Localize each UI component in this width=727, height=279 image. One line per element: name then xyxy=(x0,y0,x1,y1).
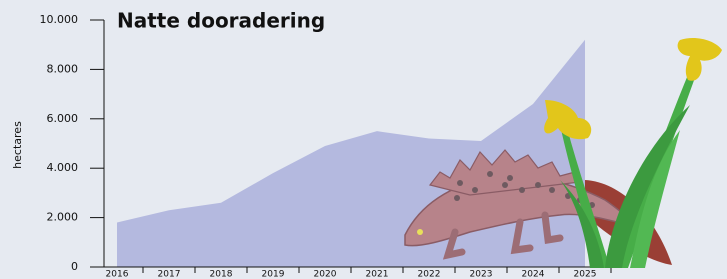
y-tick-label: 4.000 xyxy=(47,161,79,174)
x-tick-label: 2017 xyxy=(158,270,181,279)
chart: Natte dooradering hectares 0 2.000 4.000 6.… xyxy=(0,0,727,279)
y-tick-label: 2.000 xyxy=(47,211,79,224)
chart-title: Natte dooradering xyxy=(117,9,325,33)
x-tick-label: 2016 xyxy=(106,270,129,279)
x-tick-label: 2025 xyxy=(574,270,597,279)
x-tick-label: 2020 xyxy=(314,270,337,279)
y-axis-label: hectares xyxy=(11,121,24,169)
x-tick-label: 2019 xyxy=(262,270,285,279)
eye xyxy=(417,229,423,235)
y-tick-label: 0 xyxy=(71,260,78,273)
x-tick-label: 2024 xyxy=(522,270,545,279)
x-tick-label: 2023 xyxy=(470,270,493,279)
y-tick-label: 6.000 xyxy=(47,112,79,125)
x-tick-label: 2021 xyxy=(366,270,389,279)
x-tick-label: 2022 xyxy=(418,270,441,279)
y-tick-label: 10.000 xyxy=(40,13,79,26)
y-tick-label: 8.000 xyxy=(47,62,79,75)
x-tick-label: 2018 xyxy=(210,270,233,279)
